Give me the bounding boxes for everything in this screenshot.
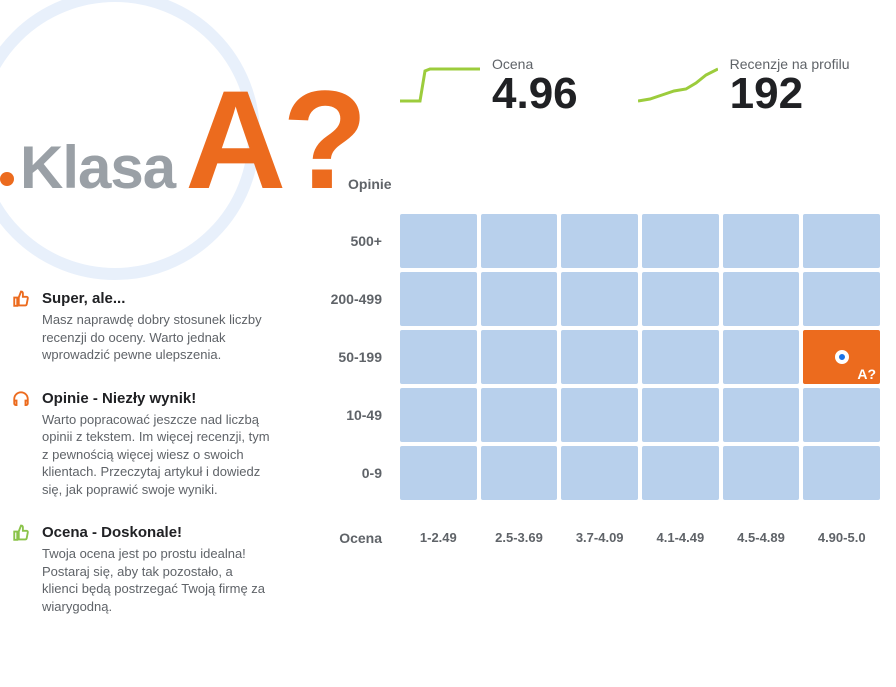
heatmap-cell [400,214,477,268]
heatmap-cell [400,272,477,326]
tip-item: Super, ale... Masz naprawdę dobry stosune… [12,290,272,364]
tip-desc: Twoja ocena jest po prostu idealna! Post… [42,545,272,615]
heatmap-cell [561,388,638,442]
heatmap-cell [723,214,800,268]
heatmap-cell [723,330,800,384]
x-axis-label: 2.5-3.69 [481,530,558,546]
y-axis-label: 10-49 [300,407,400,423]
x-axis-label: 1-2.49 [400,530,477,546]
heatmap-cell [400,388,477,442]
heatmap-cell [400,330,477,384]
heatmap-cell [481,214,558,268]
heatmap-cell [723,446,800,500]
heatmap-cell: A? [803,330,880,384]
heatmap-row: 200-499 [300,272,880,326]
heatmap-cell [481,330,558,384]
orange-accent-dot [0,172,14,186]
heatmap-cell [400,446,477,500]
heatmap-cell [481,272,558,326]
active-cell-label: A? [857,366,876,382]
heatmap-cell [642,214,719,268]
heatmap-cell [481,446,558,500]
heatmap-cell [642,446,719,500]
heatmap-row: 500+ [300,214,880,268]
heatmap-cell [642,330,719,384]
heatmap-cell [803,214,880,268]
grade-header: Klasa A? [20,70,364,210]
metrics-row: Ocena 4.96 Recenzje na profilu 192 [400,56,850,116]
heatmap-cell [803,272,880,326]
tip-desc: Warto popracować jeszcze nad liczbą opin… [42,411,272,499]
reviews-sparkline [638,61,718,111]
active-marker [835,350,849,364]
rating-value: 4.96 [492,72,578,116]
reviews-value: 192 [730,72,850,116]
tip-title: Super, ale... [42,290,272,307]
heatmap-cell [561,330,638,384]
x-axis-label: 4.90-5.0 [803,530,880,546]
rating-sparkline [400,61,480,111]
heatmap-cell [723,272,800,326]
heatmap-row: 0-9 [300,446,880,500]
heatmap-cell [642,388,719,442]
klasa-label: Klasa [20,133,175,202]
heatmap-cell [561,446,638,500]
headset-icon [12,390,36,499]
thumbs-up-icon [12,290,36,364]
heatmap-row: 10-49 [300,388,880,442]
tips-list: Super, ale... Masz naprawdę dobry stosune… [12,290,272,642]
heatmap-cell [561,272,638,326]
y-axis-label: 0-9 [300,465,400,481]
tip-title: Ocena - Doskonale! [42,524,272,541]
y-axis-label: 500+ [300,233,400,249]
thumbs-up-icon [12,524,36,615]
heatmap-cell [561,214,638,268]
heatmap-chart: 500+ 200-499 50-199 A? 10-49 0-9 Ocena1-2.492.… [300,214,880,546]
x-axis-label: 4.5-4.89 [723,530,800,546]
x-axis-label: 4.1-4.49 [642,530,719,546]
x-axis-label: 3.7-4.09 [561,530,638,546]
x-axis: Ocena1-2.492.5-3.693.7-4.094.1-4.494.5-4… [300,530,880,546]
tip-item: Opinie - Niezły wynik! Warto popracować j… [12,390,272,499]
metric-rating: Ocena 4.96 [400,56,578,116]
metric-reviews: Recenzje na profilu 192 [638,56,850,116]
y-axis-label: 200-499 [300,291,400,307]
heatmap-cell [803,446,880,500]
heatmap-cell [723,388,800,442]
tip-item: Ocena - Doskonale! Twoja ocena jest po pr… [12,524,272,615]
heatmap-cell [803,388,880,442]
heatmap-cell [481,388,558,442]
y-axis-label: 50-199 [300,349,400,365]
klasa-grade: A? [185,70,364,210]
heatmap-cell [642,272,719,326]
heatmap-row: 50-199 A? [300,330,880,384]
tip-title: Opinie - Niezły wynik! [42,390,272,407]
x-axis-title: Ocena [300,530,400,546]
tip-desc: Masz naprawdę dobry stosunek liczby rece… [42,311,272,364]
